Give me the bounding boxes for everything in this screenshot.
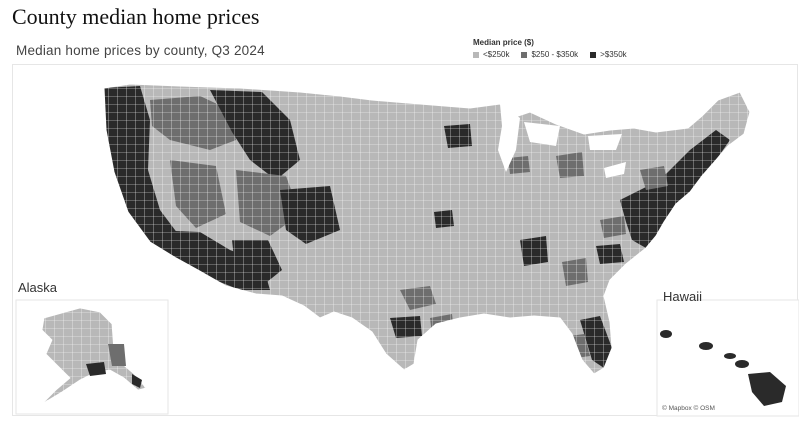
hawaii-inset[interactable]	[656, 299, 799, 417]
legend: Median price ($) <$250k $250 - $350k >$3…	[473, 38, 639, 59]
legend-swatch-low	[473, 51, 479, 58]
legend-swatch-mid	[521, 51, 528, 58]
legend-item-high[interactable]: >$350k	[590, 50, 627, 59]
map-attribution[interactable]: © Mapbox © OSM	[662, 405, 715, 412]
alaska-inset[interactable]	[15, 299, 169, 415]
page-title: County median home prices	[12, 4, 260, 29]
map-frame[interactable]	[12, 64, 798, 416]
legend-label-mid: $250 - $350k	[531, 50, 579, 59]
us-outline	[103, 83, 751, 375]
legend-label-high: >$350k	[600, 50, 627, 59]
legend-item-mid[interactable]: $250 - $350k	[521, 50, 578, 59]
legend-label-low: <$250k	[483, 50, 510, 59]
alaska-label: Alaska	[18, 280, 58, 295]
legend-item-low[interactable]: <$250k	[473, 50, 509, 59]
map-title: Median home prices by county, Q3 2024	[16, 43, 265, 58]
legend-title: Median price ($)	[473, 38, 534, 47]
hawaii-label: Hawaii	[663, 289, 703, 304]
legend-swatch-high	[590, 51, 597, 58]
